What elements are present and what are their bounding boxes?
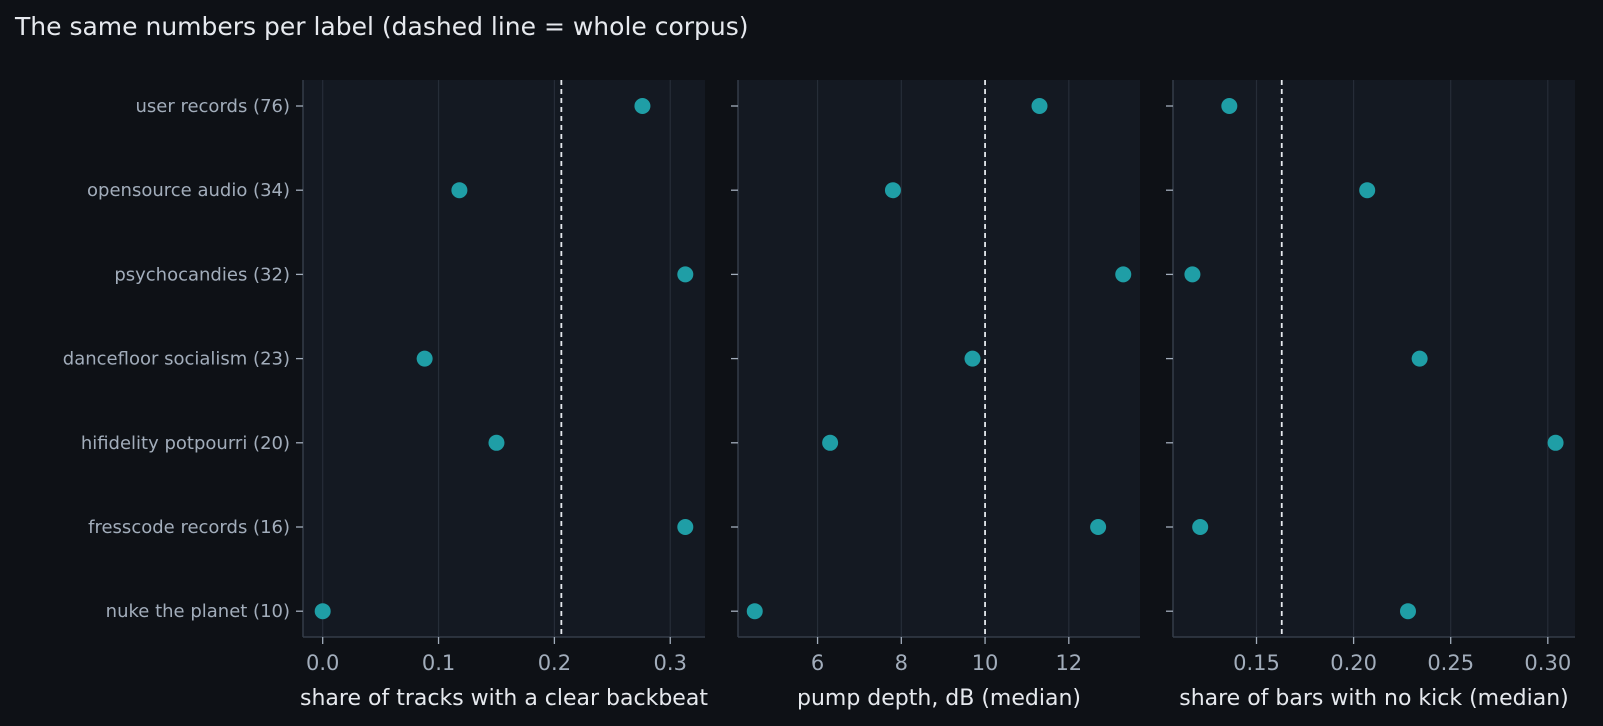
panel-2-xtick-label-1: 6	[811, 651, 824, 675]
panel-3-point-7	[1399, 603, 1416, 620]
panel-3-xtick-label-2: 0.20	[1330, 651, 1377, 675]
panel-1-point-4	[416, 350, 433, 367]
panel-1-point-3	[677, 266, 694, 283]
panel-2-point-5	[822, 434, 839, 451]
panel-2-point-2	[884, 182, 901, 199]
category-label-1: user records (76)	[135, 96, 290, 117]
panel-2-point-3	[1115, 266, 1132, 283]
panel-3-xlabel: share of bars with no kick (median)	[1179, 686, 1569, 711]
panel-2-point-7	[746, 603, 763, 620]
panel-1-point-6	[677, 519, 694, 535]
category-label-6: fresscode records (16)	[88, 517, 290, 538]
panel-3-xtick-label-4: 0.30	[1524, 651, 1571, 675]
panel-1-xtick-label-2: 0.1	[422, 651, 455, 675]
panel-1-point-1	[634, 98, 651, 114]
panel-1-point-7	[314, 603, 331, 620]
panel-1-xtick-label-3: 0.2	[538, 651, 571, 675]
panel-2-point-4	[964, 350, 981, 367]
category-label-2: opensource audio (34)	[87, 180, 290, 201]
panel-2-background	[738, 80, 1140, 637]
panel-3-point-6	[1192, 519, 1209, 535]
panel-1-xlabel: share of tracks with a clear backbeat	[300, 686, 708, 711]
panel-1-background	[303, 80, 705, 637]
category-label-3: psychocandies (32)	[114, 264, 290, 285]
panel-3-xtick-label-1: 0.15	[1233, 651, 1280, 675]
panel-1-xtick-label-1: 0.0	[306, 651, 339, 675]
panel-3-point-2	[1359, 182, 1376, 199]
panel-2-point-1	[1031, 98, 1048, 114]
panel-1-xtick-label-4: 0.3	[654, 651, 687, 675]
panel-1-point-2	[451, 182, 468, 199]
panel-3-point-1	[1221, 98, 1238, 114]
panel-3-background	[1173, 80, 1575, 637]
category-label-5: hifidelity potpourri (20)	[81, 433, 290, 454]
panel-2-xlabel: pump depth, dB (median)	[797, 686, 1081, 711]
panel-2-xtick-label-3: 10	[972, 651, 999, 675]
panel-3-point-5	[1547, 434, 1564, 451]
panel-3-xtick-label-3: 0.25	[1427, 651, 1474, 675]
panel-2-xtick-label-4: 12	[1055, 651, 1082, 675]
panel-2-point-6	[1090, 519, 1107, 535]
panel-2-xtick-label-2: 8	[895, 651, 908, 675]
plot-area: user records (76) opensource audio (34) ps…	[63, 80, 1575, 711]
category-label-4: dancefloor socialism (23)	[63, 349, 290, 370]
panel-1-point-5	[488, 434, 505, 451]
chart-title: The same numbers per label (dashed line …	[14, 12, 749, 41]
panel-3-point-3	[1184, 266, 1201, 283]
panel-3-point-4	[1411, 350, 1428, 367]
category-label-7: nuke the planet (10)	[106, 601, 290, 622]
